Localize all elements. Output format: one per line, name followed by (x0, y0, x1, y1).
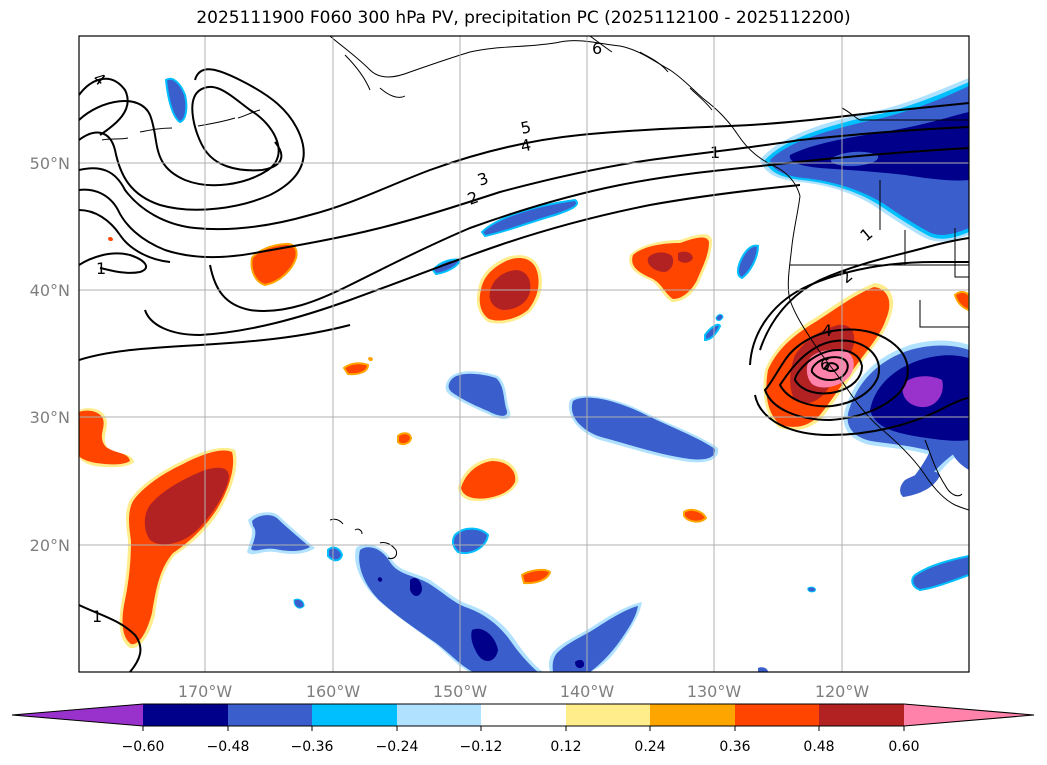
contour-label: 5 (519, 117, 533, 138)
map-frame (78, 35, 970, 673)
longitude-labels: 170°W 160°W 150°W 140°W 130°W 120°W (178, 682, 870, 701)
colorbar-segment (312, 704, 397, 726)
colorbar-segment (143, 704, 228, 726)
lon-label: 120°W (815, 682, 870, 701)
contour-label: 1 (96, 259, 106, 278)
colorbar-extend-low (12, 704, 143, 726)
colorbar-label: 0.24 (634, 739, 665, 755)
colorbar-label: 0.36 (719, 739, 750, 755)
colorbar-label: −0.36 (291, 739, 334, 755)
contour-label: 4 (519, 135, 533, 156)
colorbar-segment (566, 704, 650, 726)
colorbar-label: −0.48 (207, 739, 250, 755)
colorbar: −0.60 −0.48 −0.36 −0.24 −0.12 0.12 0.24 … (11, 703, 1035, 755)
latitude-labels: 50°N 40°N 30°N 20°N (30, 154, 70, 555)
colorbar-segment (650, 704, 735, 726)
colorbar-label: 0.48 (803, 739, 834, 755)
contour-label: 1 (92, 607, 102, 626)
lat-label: 40°N (30, 281, 70, 300)
contour-label: 6 (592, 39, 602, 58)
positive-precip-patches (79, 234, 969, 649)
contour-label: 6 (820, 355, 830, 374)
colorbar-extend-high (904, 704, 1034, 726)
colorbar-label: −0.24 (376, 739, 419, 755)
colorbar-label: −0.60 (122, 739, 165, 755)
lon-label: 130°W (687, 682, 742, 701)
coastlines (101, 36, 969, 559)
pv-contours (79, 68, 969, 672)
contour-label: 4 (822, 321, 832, 340)
colorbar-segment (397, 704, 481, 726)
colorbar-label: −0.12 (460, 739, 503, 755)
colorbar-segment (481, 704, 566, 726)
map-title: 2025111900 F060 300 hPa PV, precipitatio… (196, 8, 851, 28)
contour-label: 1 (710, 143, 720, 162)
lon-label: 150°W (433, 682, 488, 701)
colorbar-segment (819, 704, 904, 726)
lat-label: 20°N (30, 536, 70, 555)
cutoff-low-contour-1 (759, 237, 969, 351)
colorbar-segment (735, 704, 819, 726)
lon-label: 170°W (178, 682, 233, 701)
negative-precip-patches (164, 77, 969, 672)
colorbar-label: 0.60 (888, 739, 919, 755)
lon-label: 160°W (306, 682, 361, 701)
lat-label: 50°N (30, 154, 70, 173)
lat-label: 30°N (30, 408, 70, 427)
gridlines (79, 36, 969, 672)
colorbar-segment (228, 704, 312, 726)
colorbar-label: 0.12 (550, 739, 581, 755)
lon-label: 140°W (560, 682, 615, 701)
